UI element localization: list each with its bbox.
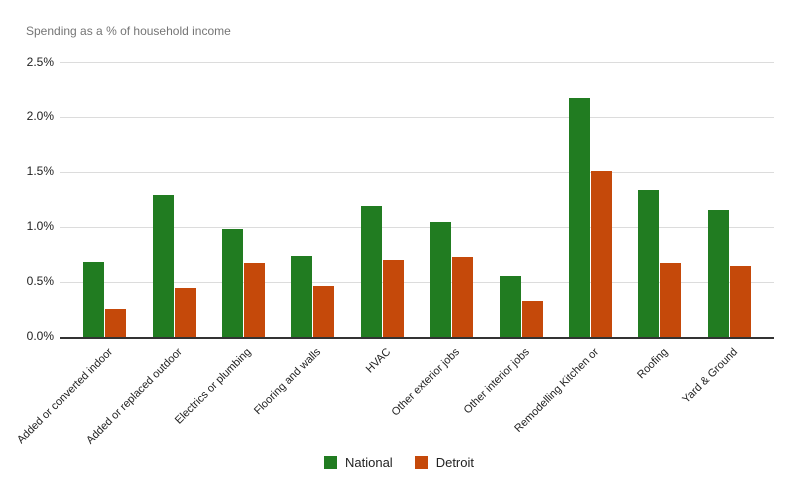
x-tick-label: Roofing: [635, 345, 671, 381]
plot-area: [60, 62, 774, 339]
x-tick-label: Flooring and walls: [252, 345, 324, 417]
y-tick-label: 1.0%: [26, 219, 54, 234]
bar-detroit[interactable]: [174, 288, 196, 337]
bar-national[interactable]: [638, 190, 660, 337]
bar-national[interactable]: [707, 210, 729, 337]
y-tick-label: 2.5%: [26, 54, 54, 69]
category-column: [486, 62, 555, 337]
bar-detroit[interactable]: [521, 301, 543, 337]
bar-detroit[interactable]: [243, 262, 265, 337]
x-tick-label: HVAC: [363, 345, 393, 376]
x-tick-label: Other interior jobs: [461, 345, 532, 416]
gridline: [60, 281, 774, 283]
gridline: [60, 226, 774, 228]
y-tick-label: 2.0%: [26, 109, 54, 124]
bar-national[interactable]: [360, 205, 382, 337]
y-tick-label: 0.0%: [26, 329, 54, 343]
category-column: [278, 62, 347, 337]
category-column: [139, 62, 208, 337]
bar-detroit[interactable]: [729, 266, 751, 337]
chart-title: Spending as a % of household income: [26, 24, 231, 38]
gridline: [60, 171, 774, 173]
category-column: [695, 62, 764, 337]
gridline: [60, 116, 774, 118]
bar-national[interactable]: [221, 228, 243, 337]
bar-national[interactable]: [499, 276, 521, 337]
legend: National Detroit: [0, 455, 798, 470]
legend-item-national: National: [324, 455, 393, 470]
category-column: [348, 62, 417, 337]
bar-detroit[interactable]: [452, 257, 474, 337]
bar-national[interactable]: [152, 194, 174, 337]
legend-swatch-icon: [414, 456, 428, 469]
legend-swatch-icon: [324, 456, 337, 469]
bar-detroit[interactable]: [660, 262, 682, 337]
category-column: [556, 62, 625, 337]
x-tick-label: Yard & Ground: [679, 345, 740, 406]
x-tick-label: Electrics or plumbing: [173, 345, 254, 427]
bar-national[interactable]: [430, 222, 452, 337]
category-column: [625, 62, 694, 337]
bar-detroit[interactable]: [590, 170, 612, 337]
bar-detroit[interactable]: [313, 286, 335, 337]
y-tick-label: 0.5%: [26, 274, 54, 289]
legend-label: Detroit: [435, 455, 474, 470]
legend-item-detroit: Detroit: [414, 455, 474, 470]
gridline: [60, 62, 774, 63]
bar-national[interactable]: [291, 256, 313, 337]
x-tick-label: Other exterior jobs: [389, 345, 463, 418]
category-column: [70, 62, 139, 337]
y-tick-label: 1.5%: [26, 164, 54, 179]
category-column: [417, 62, 486, 337]
bar-national[interactable]: [83, 261, 105, 337]
bar-detroit[interactable]: [105, 309, 127, 337]
legend-label: National: [345, 455, 393, 470]
bar-detroit[interactable]: [382, 259, 404, 337]
bar-national[interactable]: [568, 98, 590, 337]
category-column: [209, 62, 278, 337]
